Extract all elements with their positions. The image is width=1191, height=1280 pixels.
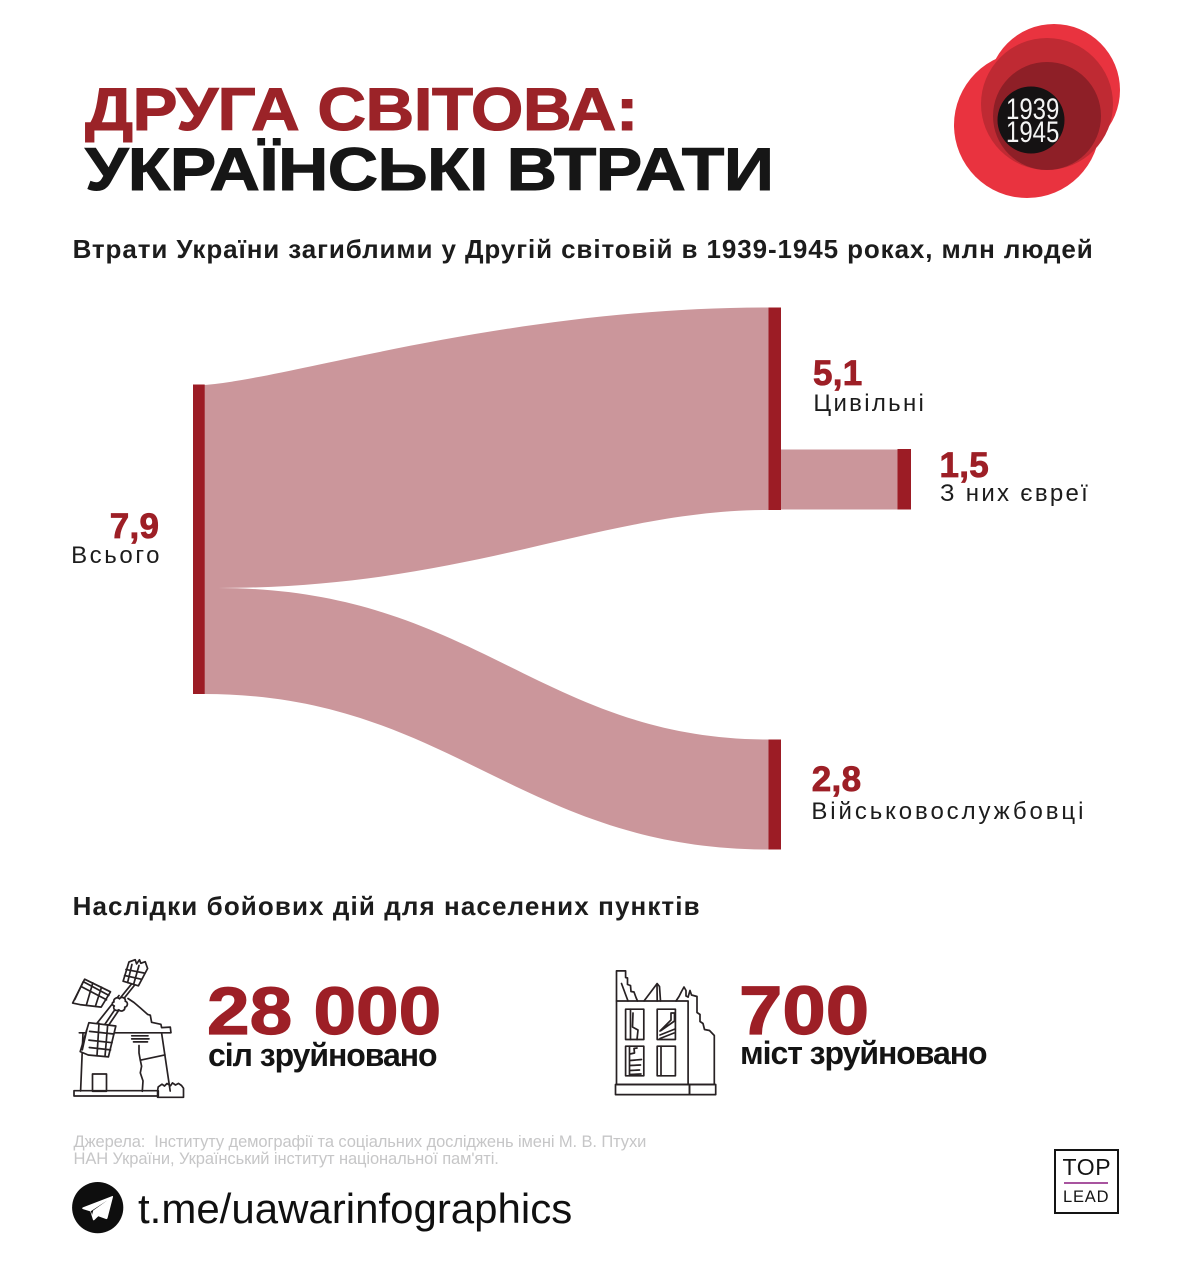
svg-text:1939: 1939 [1006,91,1059,125]
svg-text:1945: 1945 [1006,114,1059,148]
